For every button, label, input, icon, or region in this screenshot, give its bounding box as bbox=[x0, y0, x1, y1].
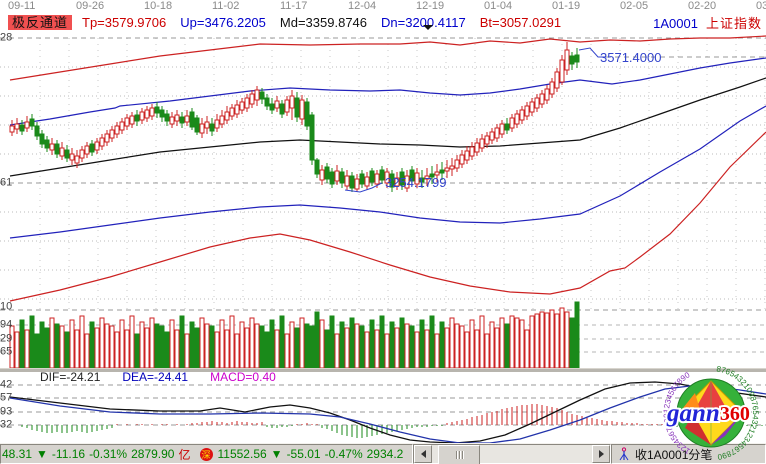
gann360-logo: 876543210987654321234567890 123456789012… bbox=[655, 364, 766, 464]
scroll-right-icon bbox=[598, 450, 608, 458]
indicator-row: 极反通道 Tp=3579.9706 Up=3476.2205 Md=3359.8746… bbox=[8, 12, 575, 30]
price-callout-high: 3571.4000 bbox=[600, 50, 661, 65]
shenzhen-exchange-icon[interactable]: 深 bbox=[199, 447, 213, 461]
axis-label-macd: 57 bbox=[0, 391, 13, 404]
receiving-status-text: 收1A0001分笔 bbox=[635, 447, 713, 462]
status-bar: 48.31 ▼ -11.16 -0.31% 2879.90 亿 深 11552.… bbox=[0, 443, 766, 464]
scroll-left-icon bbox=[417, 450, 426, 458]
thumb-grip bbox=[455, 451, 457, 459]
antenna-icon bbox=[619, 447, 629, 461]
channel-indicator-badge[interactable]: 极反通道 bbox=[8, 15, 73, 30]
logo-gann-text: gann360 bbox=[666, 400, 750, 427]
date-axis: 09-11 09-26 10-18 11-02 11-17 12-04 12-19 01-04… bbox=[0, 0, 766, 12]
amount-unit: 亿 bbox=[178, 447, 191, 462]
down-arrow-icon: ▼ bbox=[36, 447, 48, 461]
axis-label-volume: 94 bbox=[0, 318, 13, 331]
index2-percent: -0.47% bbox=[324, 447, 363, 461]
date-tick: 10-18 bbox=[144, 0, 173, 12]
macd-value: DIF=-24.21 bbox=[40, 370, 101, 384]
down-arrow-icon: ▼ bbox=[270, 447, 283, 461]
date-tick: 12-19 bbox=[416, 0, 445, 12]
axis-label-macd: 93 bbox=[0, 405, 13, 418]
status-index-panel: 48.31 ▼ -11.16 -0.31% 2879.90 亿 深 11552.… bbox=[0, 444, 413, 464]
axis-label-macd: 42 bbox=[0, 378, 13, 391]
macd-values-row: DIF=-24.21 DEA=-24.41 MACD=0.40 bbox=[40, 370, 298, 384]
scrollbar-thumb[interactable] bbox=[438, 445, 480, 464]
date-tick: 01-04 bbox=[484, 0, 513, 12]
axis-label-macd: 32 bbox=[0, 418, 13, 431]
date-tick: 11-02 bbox=[212, 0, 240, 12]
index2-change: -55.01 bbox=[286, 447, 321, 461]
axis-label-main: 61 bbox=[0, 176, 13, 189]
index1-change: -11.16 bbox=[51, 447, 86, 461]
symbol-name: 上证指数 bbox=[705, 16, 762, 31]
horizontal-scrollbar[interactable] bbox=[413, 444, 611, 464]
indicator-value: Dn=3200.4117 bbox=[381, 15, 466, 30]
axis-label-volume: 29 bbox=[0, 332, 13, 345]
indicator-value: Up=3476.2205 bbox=[180, 15, 266, 30]
symbol-header: 1A0001 上证指数 bbox=[653, 13, 762, 32]
date-tick: 09-26 bbox=[76, 0, 105, 12]
macd-value: DEA=-24.41 bbox=[122, 370, 189, 384]
date-tick: 03-07 bbox=[756, 0, 766, 12]
scroll-left-button[interactable] bbox=[414, 445, 432, 463]
indicator-value: Md=3359.8746 bbox=[279, 15, 368, 30]
index2-amount: 2934.2 bbox=[366, 447, 404, 461]
indicator-value: Tp=3579.9706 bbox=[82, 15, 167, 30]
date-tick: 12-04 bbox=[348, 0, 377, 12]
price-callout-low: 3254.1799 bbox=[385, 175, 446, 190]
index1-amount: 2879.90 bbox=[131, 447, 175, 461]
index1-percent: -0.31% bbox=[89, 447, 128, 461]
index1-value: 48.31 bbox=[2, 447, 33, 461]
axis-label-volume: 65 bbox=[0, 345, 13, 358]
date-tick: 01-19 bbox=[552, 0, 581, 12]
indicator-value: Bt=3057.0291 bbox=[479, 15, 562, 30]
pane-separator bbox=[0, 368, 766, 372]
date-tick: 11-17 bbox=[280, 0, 308, 12]
macd-value: MACD=0.40 bbox=[210, 370, 276, 384]
date-tick: 02-20 bbox=[688, 0, 717, 12]
date-tick: 02-05 bbox=[620, 0, 649, 12]
axis-label-main: 10 bbox=[0, 300, 13, 313]
index2-value: 11552.56 bbox=[217, 447, 267, 461]
axis-label-main: 28 bbox=[0, 31, 13, 44]
date-tick: 09-11 bbox=[8, 0, 36, 12]
scroll-right-button[interactable] bbox=[592, 445, 610, 463]
symbol-code[interactable]: 1A0001 bbox=[653, 16, 698, 31]
scrollbar-track[interactable] bbox=[432, 445, 592, 464]
